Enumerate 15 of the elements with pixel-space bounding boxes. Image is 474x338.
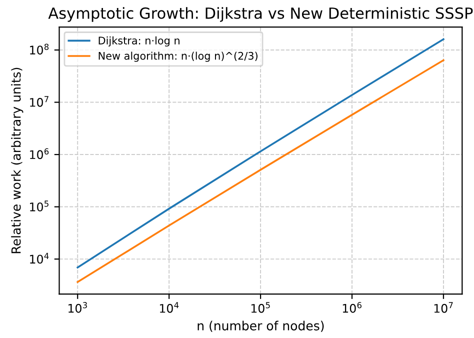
chart-title: Asymptotic Growth: Dijkstra vs New Deterministic SSSP	[48, 7, 473, 22]
y-axis-title: Relative work (arbitrary units)	[11, 68, 24, 254]
y-tick-label: 10$^{4}$	[30, 252, 49, 264]
y-tick-label: 10$^{6}$	[30, 148, 49, 160]
x-tick-label: 10$^{7}$	[434, 302, 453, 313]
x-axis-title: n (number of nodes)	[198, 320, 324, 332]
y-tick-label: 10$^{5}$	[30, 200, 48, 212]
x-tick-label: 10$^{6}$	[342, 302, 362, 313]
y-tick-label: 10$^{7}$	[30, 96, 48, 107]
legend-label: New algorithm: n·(log n)^(2/3)	[98, 52, 258, 62]
x-tick-label: 10$^{4}$	[160, 302, 179, 313]
x-tick-label: 10$^{3}$	[68, 302, 87, 313]
y-tick-label: 10$^{8}$	[30, 44, 49, 55]
x-tick-label: 10$^{5}$	[251, 302, 270, 313]
legend-label: Dijkstra: n·log n	[98, 36, 180, 46]
